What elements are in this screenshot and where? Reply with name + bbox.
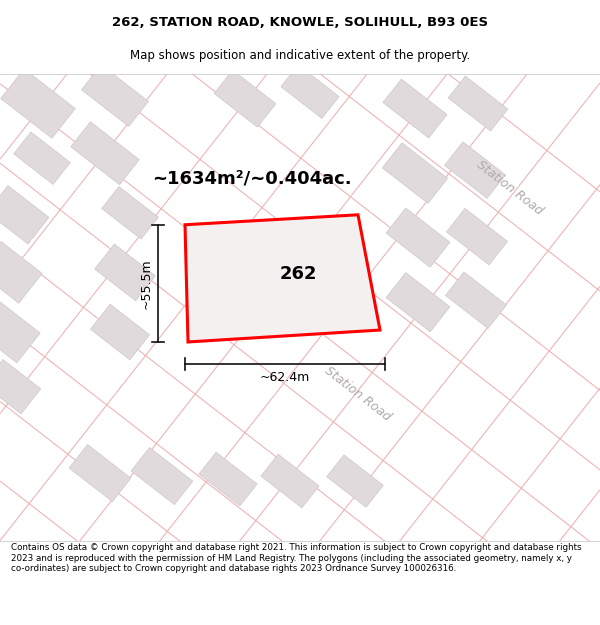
Polygon shape [445,272,506,329]
Text: ~1634m²/~0.404ac.: ~1634m²/~0.404ac. [152,169,352,187]
Polygon shape [386,208,450,268]
Text: Map shows position and indicative extent of the property.: Map shows position and indicative extent… [130,49,470,62]
Polygon shape [281,65,339,119]
Polygon shape [326,455,383,508]
Text: ~55.5m: ~55.5m [139,258,152,309]
Polygon shape [131,448,193,504]
Polygon shape [95,244,155,301]
Text: Contains OS data © Crown copyright and database right 2021. This information is : Contains OS data © Crown copyright and d… [11,543,581,573]
Polygon shape [82,65,148,126]
Polygon shape [101,187,158,239]
Polygon shape [185,215,380,342]
Text: 262, STATION ROAD, KNOWLE, SOLIHULL, B93 0ES: 262, STATION ROAD, KNOWLE, SOLIHULL, B93… [112,16,488,29]
Text: Station Road: Station Road [322,364,394,423]
Polygon shape [199,452,257,506]
Text: 262: 262 [279,266,317,283]
Polygon shape [445,142,506,198]
Polygon shape [71,122,139,185]
Polygon shape [214,70,276,127]
Polygon shape [69,444,131,502]
Polygon shape [0,359,41,414]
Polygon shape [91,304,149,360]
Polygon shape [386,272,450,332]
Text: Station Road: Station Road [475,158,545,218]
Polygon shape [0,186,49,244]
Polygon shape [446,208,508,265]
Polygon shape [0,301,40,362]
Polygon shape [0,242,42,303]
Polygon shape [14,132,70,184]
Text: ~62.4m: ~62.4m [260,371,310,384]
Polygon shape [383,79,447,138]
Polygon shape [1,69,76,138]
Polygon shape [261,454,319,508]
Polygon shape [382,143,448,203]
Polygon shape [448,76,508,131]
